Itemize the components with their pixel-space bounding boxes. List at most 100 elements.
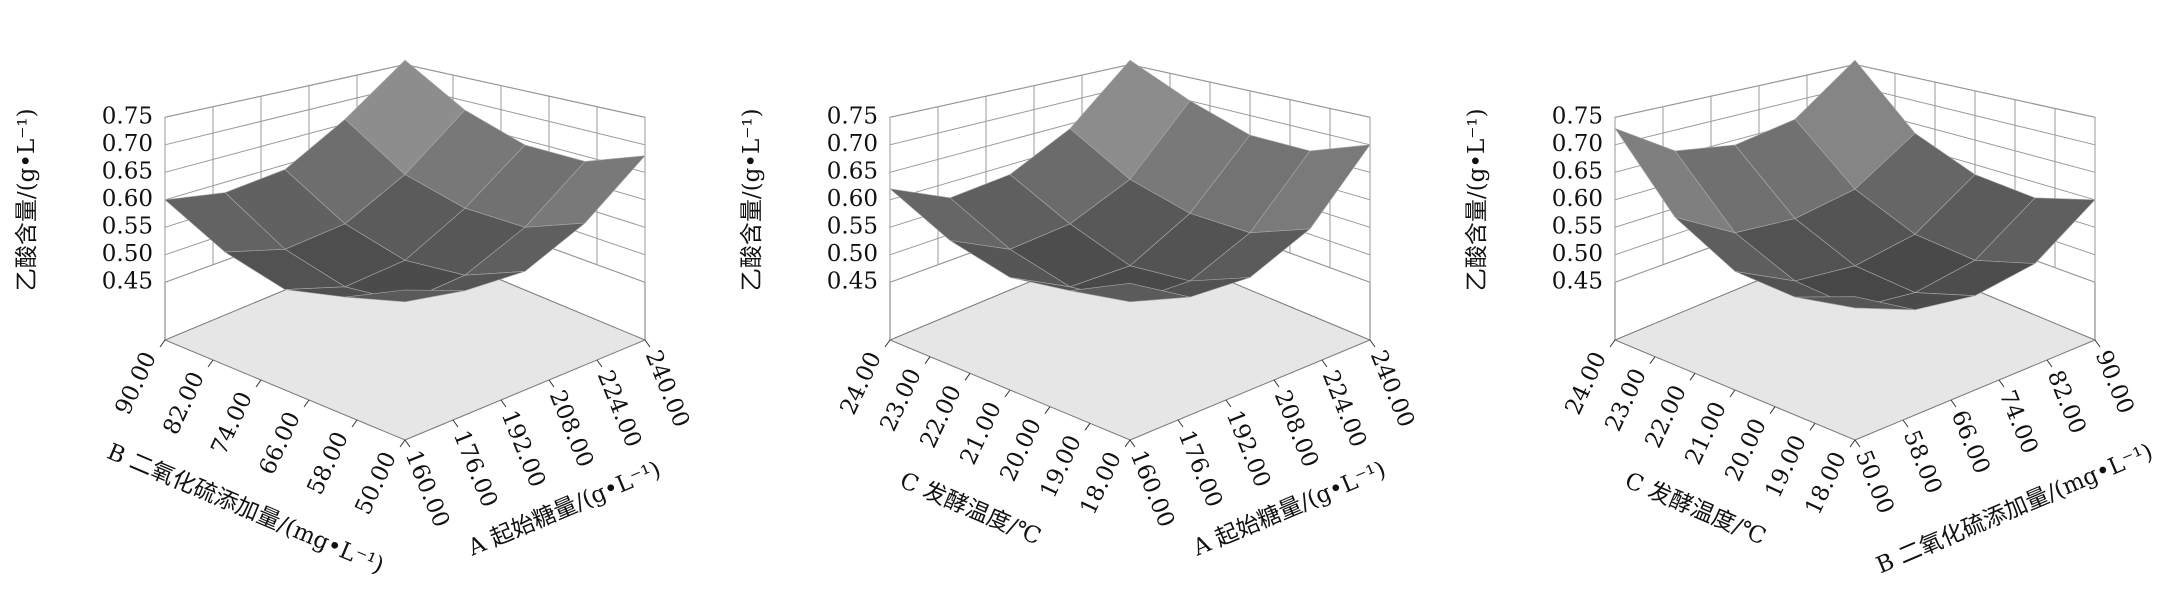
- x-tick-label: 74.00: [1994, 387, 2043, 458]
- x-tick-label: 58.00: [1898, 427, 1947, 498]
- tick-mark: [1769, 406, 1776, 414]
- x-tick-label: 176.00: [448, 427, 502, 511]
- y-tick-label: 23.00: [875, 365, 926, 436]
- z-tick-label: 0.45: [827, 268, 878, 294]
- z-tick-label: 0.45: [102, 268, 153, 294]
- tick-mark: [1649, 356, 1656, 364]
- z-tick-label: 0.60: [827, 186, 878, 212]
- x-tick-label: 82.00: [2042, 367, 2091, 438]
- tick-mark: [1273, 379, 1280, 388]
- tick-mark: [2094, 339, 2101, 348]
- tick-mark: [1225, 399, 1232, 408]
- y-tick-label: 66.00: [254, 408, 305, 479]
- x-axis-title: A 起始糖量/(g•L⁻¹): [464, 457, 665, 562]
- y-tick-label: 22.00: [1640, 381, 1691, 452]
- tick-mark: [1369, 339, 1376, 348]
- x-tick-label: 50.00: [1850, 447, 1899, 518]
- x-tick-label: 176.00: [1173, 427, 1227, 511]
- x-tick-label: 160.00: [1125, 447, 1179, 531]
- x-tick-label: 192.00: [1221, 407, 1275, 491]
- tick-mark: [1129, 439, 1136, 448]
- y-tick-label: 22.00: [915, 381, 966, 452]
- y-tick-label: 24.00: [1560, 348, 1611, 419]
- x-tick-label: 66.00: [1946, 407, 1995, 478]
- tick-mark: [1084, 423, 1091, 431]
- tick-mark: [351, 419, 358, 428]
- y-tick-label: 82.00: [158, 368, 209, 439]
- surface-cell: [1069, 282, 1191, 303]
- tick-mark: [2046, 359, 2053, 368]
- tick-mark: [964, 373, 971, 381]
- y-axis-title: B 二氧化硫添加量/(mg•L⁻¹): [103, 439, 387, 579]
- z-tick-label: 0.50: [1552, 241, 1603, 267]
- z-tick-label: 0.65: [102, 158, 153, 184]
- tick-mark: [1998, 379, 2005, 388]
- tick-mark: [596, 359, 603, 368]
- tick-mark: [1177, 419, 1184, 428]
- z-tick-label: 0.75: [1552, 103, 1603, 129]
- z-tick-label: 0.50: [102, 241, 153, 267]
- tick-mark: [1902, 419, 1909, 428]
- tick-mark: [255, 379, 262, 388]
- tick-mark: [924, 356, 931, 364]
- z-axis-title: 乙酸含量/(g•L⁻¹): [1464, 108, 1490, 291]
- z-tick-label: 0.45: [1552, 268, 1603, 294]
- y-tick-label: 19.00: [1035, 431, 1086, 502]
- z-tick-label: 0.60: [1552, 186, 1603, 212]
- tick-mark: [1849, 439, 1856, 448]
- y-tick-label: 50.00: [350, 448, 401, 519]
- tick-mark: [1809, 423, 1816, 431]
- z-tick-label: 0.55: [1552, 213, 1603, 239]
- surface-chart: 0.450.500.550.600.650.700.75 50.00 58.00 66…: [1464, 59, 2157, 579]
- y-tick-label: 74.00: [206, 388, 257, 459]
- tick-mark: [1609, 339, 1616, 348]
- tick-mark: [1044, 406, 1051, 414]
- tick-mark: [399, 439, 406, 448]
- tick-mark: [1321, 359, 1328, 368]
- x-tick-label: 224.00: [592, 367, 646, 451]
- z-tick-label: 0.75: [827, 103, 878, 129]
- y-tick-label: 58.00: [302, 428, 353, 499]
- tick-mark: [452, 419, 459, 428]
- x-tick-label: 240.00: [1365, 347, 1419, 431]
- z-tick-label: 0.70: [1552, 131, 1603, 157]
- tick-mark: [1124, 439, 1131, 448]
- z-tick-label: 0.70: [827, 131, 878, 157]
- z-tick-label: 0.55: [102, 213, 153, 239]
- surface-cell: [344, 289, 466, 303]
- y-tick-label: 18.00: [1800, 448, 1851, 519]
- x-tick-label: 192.00: [496, 407, 550, 491]
- tick-mark: [1689, 373, 1696, 381]
- x-tick-label: 208.00: [1269, 387, 1323, 471]
- y-tick-label: 20.00: [995, 415, 1046, 486]
- x-tick-label: 160.00: [400, 447, 454, 531]
- z-tick-label: 0.75: [102, 103, 153, 129]
- y-tick-label: 18.00: [1075, 448, 1126, 519]
- z-tick-label: 0.55: [827, 213, 878, 239]
- tick-mark: [1004, 389, 1011, 398]
- z-axis-title: 乙酸含量/(g•L⁻¹): [14, 108, 40, 291]
- y-tick-label: 19.00: [1760, 431, 1811, 502]
- tick-mark: [207, 359, 214, 368]
- y-axis-title: C 发酵温度/℃: [1621, 468, 1770, 551]
- surface-cell: [1794, 296, 1916, 311]
- tick-mark: [1854, 439, 1861, 448]
- tick-mark: [404, 439, 411, 448]
- x-tick-label: 224.00: [1317, 367, 1371, 451]
- y-tick-label: 21.00: [955, 398, 1006, 469]
- y-tick-label: 20.00: [1720, 415, 1771, 486]
- y-tick-label: 24.00: [835, 348, 886, 419]
- tick-mark: [500, 399, 507, 408]
- z-tick-label: 0.70: [102, 131, 153, 157]
- tick-mark: [644, 339, 651, 348]
- z-tick-label: 0.65: [827, 158, 878, 184]
- y-tick-label: 23.00: [1600, 365, 1651, 436]
- z-axis-title: 乙酸含量/(g•L⁻¹): [739, 108, 765, 291]
- tick-mark: [1950, 399, 1957, 408]
- y-tick-label: 90.00: [110, 348, 161, 419]
- z-tick-label: 0.50: [827, 241, 878, 267]
- tick-mark: [884, 339, 891, 348]
- surface-chart: 0.450.500.550.600.650.700.75 160.00176.00…: [739, 59, 1419, 562]
- tick-mark: [159, 339, 166, 348]
